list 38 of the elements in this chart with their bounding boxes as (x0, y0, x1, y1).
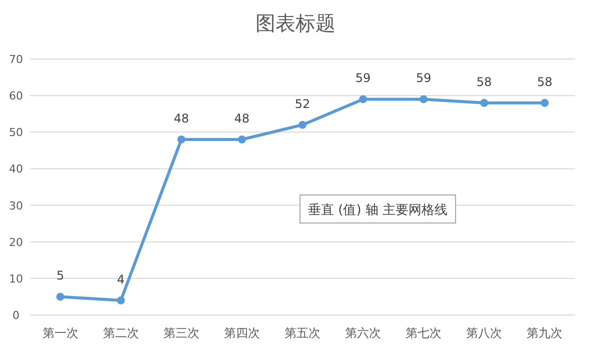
x-tick-label: 第三次 (163, 326, 200, 340)
data-label: 58 (476, 74, 492, 89)
data-label: 59 (355, 71, 371, 86)
data-label: 48 (234, 111, 250, 126)
x-tick-label: 第八次 (466, 326, 502, 340)
point (56, 292, 64, 301)
point (359, 95, 368, 104)
x-tick-label: 第六次 (345, 326, 382, 340)
point (480, 98, 488, 107)
data-label: 52 (294, 96, 310, 111)
data-label: 5 (56, 268, 64, 283)
data-label: 4 (117, 272, 125, 286)
y-tick-label: 20 (9, 236, 23, 249)
y-tick-label: 50 (9, 126, 23, 140)
y-tick-label: 70 (9, 53, 23, 66)
point (298, 120, 306, 129)
x-tick-label: 第二次 (102, 326, 139, 340)
x-tick-label: 第四次 (224, 326, 260, 340)
x-tick-label: 第九次 (526, 326, 563, 340)
chart-title: 图表标题 (256, 11, 336, 35)
x-tick-label: 第五次 (284, 326, 320, 340)
y-tick-label: 0 (12, 309, 20, 322)
x-tick-label: 第七次 (406, 326, 442, 340)
data-label: 59 (416, 71, 432, 86)
point (116, 296, 125, 304)
annotation: 垂直 (值) 轴 主要网格线 (308, 202, 448, 218)
point (238, 135, 246, 144)
x-tick-label: 第一次 (42, 326, 78, 340)
data-label: 48 (174, 111, 190, 126)
point (420, 95, 428, 104)
annotation: 垂直 (值) 轴 主要网格线 (300, 194, 456, 224)
data-label: 58 (537, 74, 552, 89)
y-tick-label: 60 (9, 90, 23, 103)
y-tick-label: 30 (9, 199, 23, 212)
y-tick-label: 40 (9, 162, 23, 176)
point (177, 135, 186, 144)
point (540, 98, 549, 107)
y-tick-label: 10 (9, 272, 23, 286)
